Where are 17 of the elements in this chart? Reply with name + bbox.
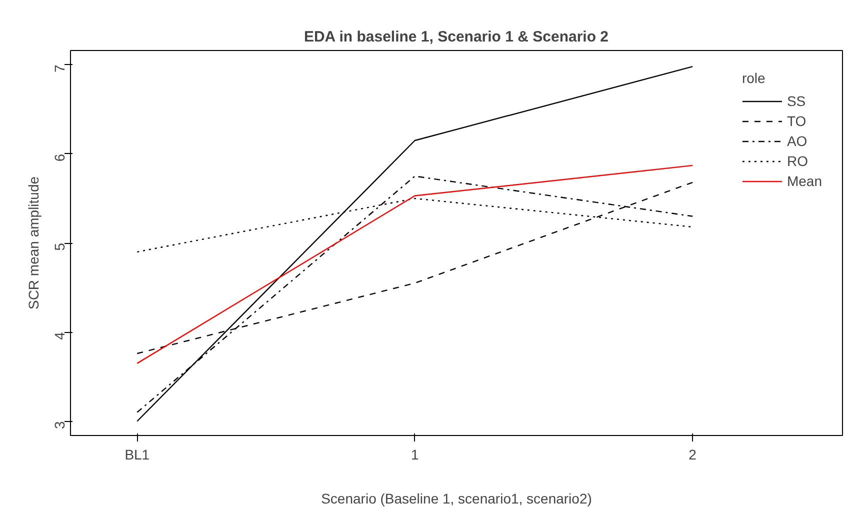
legend-label: AO (786, 133, 808, 149)
x-axis-title: Scenario (Baseline 1, scenario1, scenario2) (321, 490, 592, 506)
y-tick-label: 3 (52, 421, 68, 430)
x-tick-label: BL1 (124, 446, 150, 462)
x-tick-label: 2 (688, 446, 697, 462)
chart-title: EDA in baseline 1, Scenario 1 & Scenario 2 (304, 28, 609, 46)
y-tick-label: 6 (52, 154, 68, 162)
y-axis-title: SCR mean amplitude (26, 176, 42, 310)
y-tick-label: 5 (52, 242, 68, 251)
y-tick-label: 7 (52, 64, 68, 73)
legend-label: Mean (786, 173, 822, 189)
legend-title: role (742, 70, 766, 86)
x-tick-label: 1 (410, 446, 419, 462)
legend-label: SS (786, 93, 807, 109)
legend-label: TO (786, 113, 807, 129)
y-tick-label: 4 (52, 332, 68, 340)
legend-label: RO (786, 153, 808, 169)
